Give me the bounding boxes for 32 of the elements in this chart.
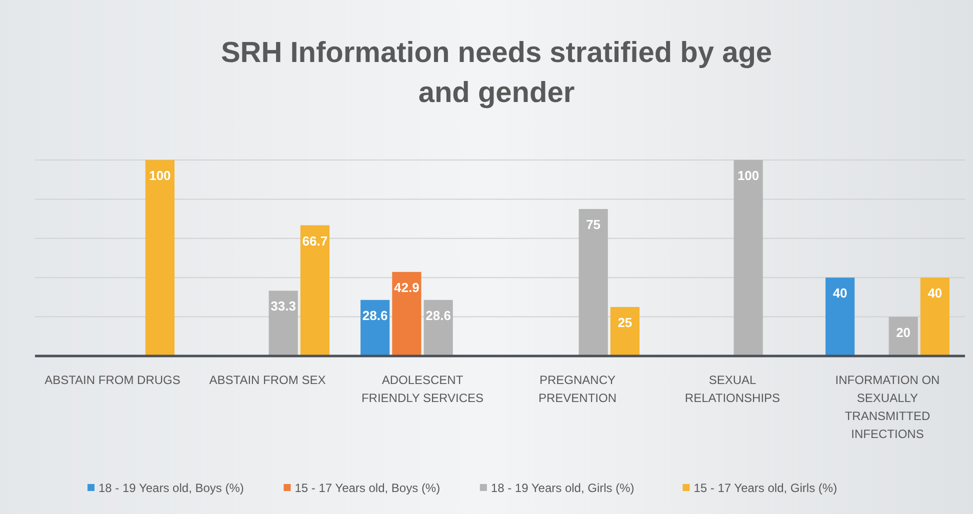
data-label: 42.9 [394,280,420,295]
data-label: 75 [586,217,601,232]
bar [826,278,855,356]
bar [734,160,763,356]
x-tick-label: ABSTAIN FROM SEX [209,373,326,387]
bar [145,160,174,356]
x-tick-label: INFORMATION ON SEXUALLY TRANSMITTED INFECTIONS [835,373,940,441]
data-label: 100 [737,168,760,183]
data-label: 66.7 [302,233,328,248]
data-label: 40 [832,286,848,301]
bar [268,290,298,356]
data-label: 28.6 [362,308,388,323]
data-label: 25 [618,315,632,330]
legend-label: 15 - 17 Years old, Boys (%) [294,481,440,495]
chart-title: SRH Information needs stratified by age and gender [220,37,772,109]
data-label: 40 [928,286,942,301]
bar [300,225,330,356]
data-label: 20 [896,324,911,340]
x-tick-label: SEXUAL RELATIONSHIPS [684,373,780,405]
x-tick-label: PREGNANCY PREVENTION [538,373,617,405]
bar [920,278,950,356]
legend-label: 18 - 19 Years old, Girls (%) [490,481,634,495]
bar [578,209,608,356]
data-label: 33.3 [270,298,296,314]
bar [392,272,422,356]
legend-label: 18 - 19 Years old, Boys (%) [98,481,244,495]
bar [610,307,640,356]
legend-label: 15 - 17 Years old, Girls (%) [694,481,838,495]
data-label: 28.6 [426,308,451,323]
data-label: 100 [149,168,171,183]
x-tick-label: ADOLESCENT FRIENDLY SERVICES [361,373,484,405]
x-tick-label: ABSTAIN FROM DRUGS [44,373,180,387]
